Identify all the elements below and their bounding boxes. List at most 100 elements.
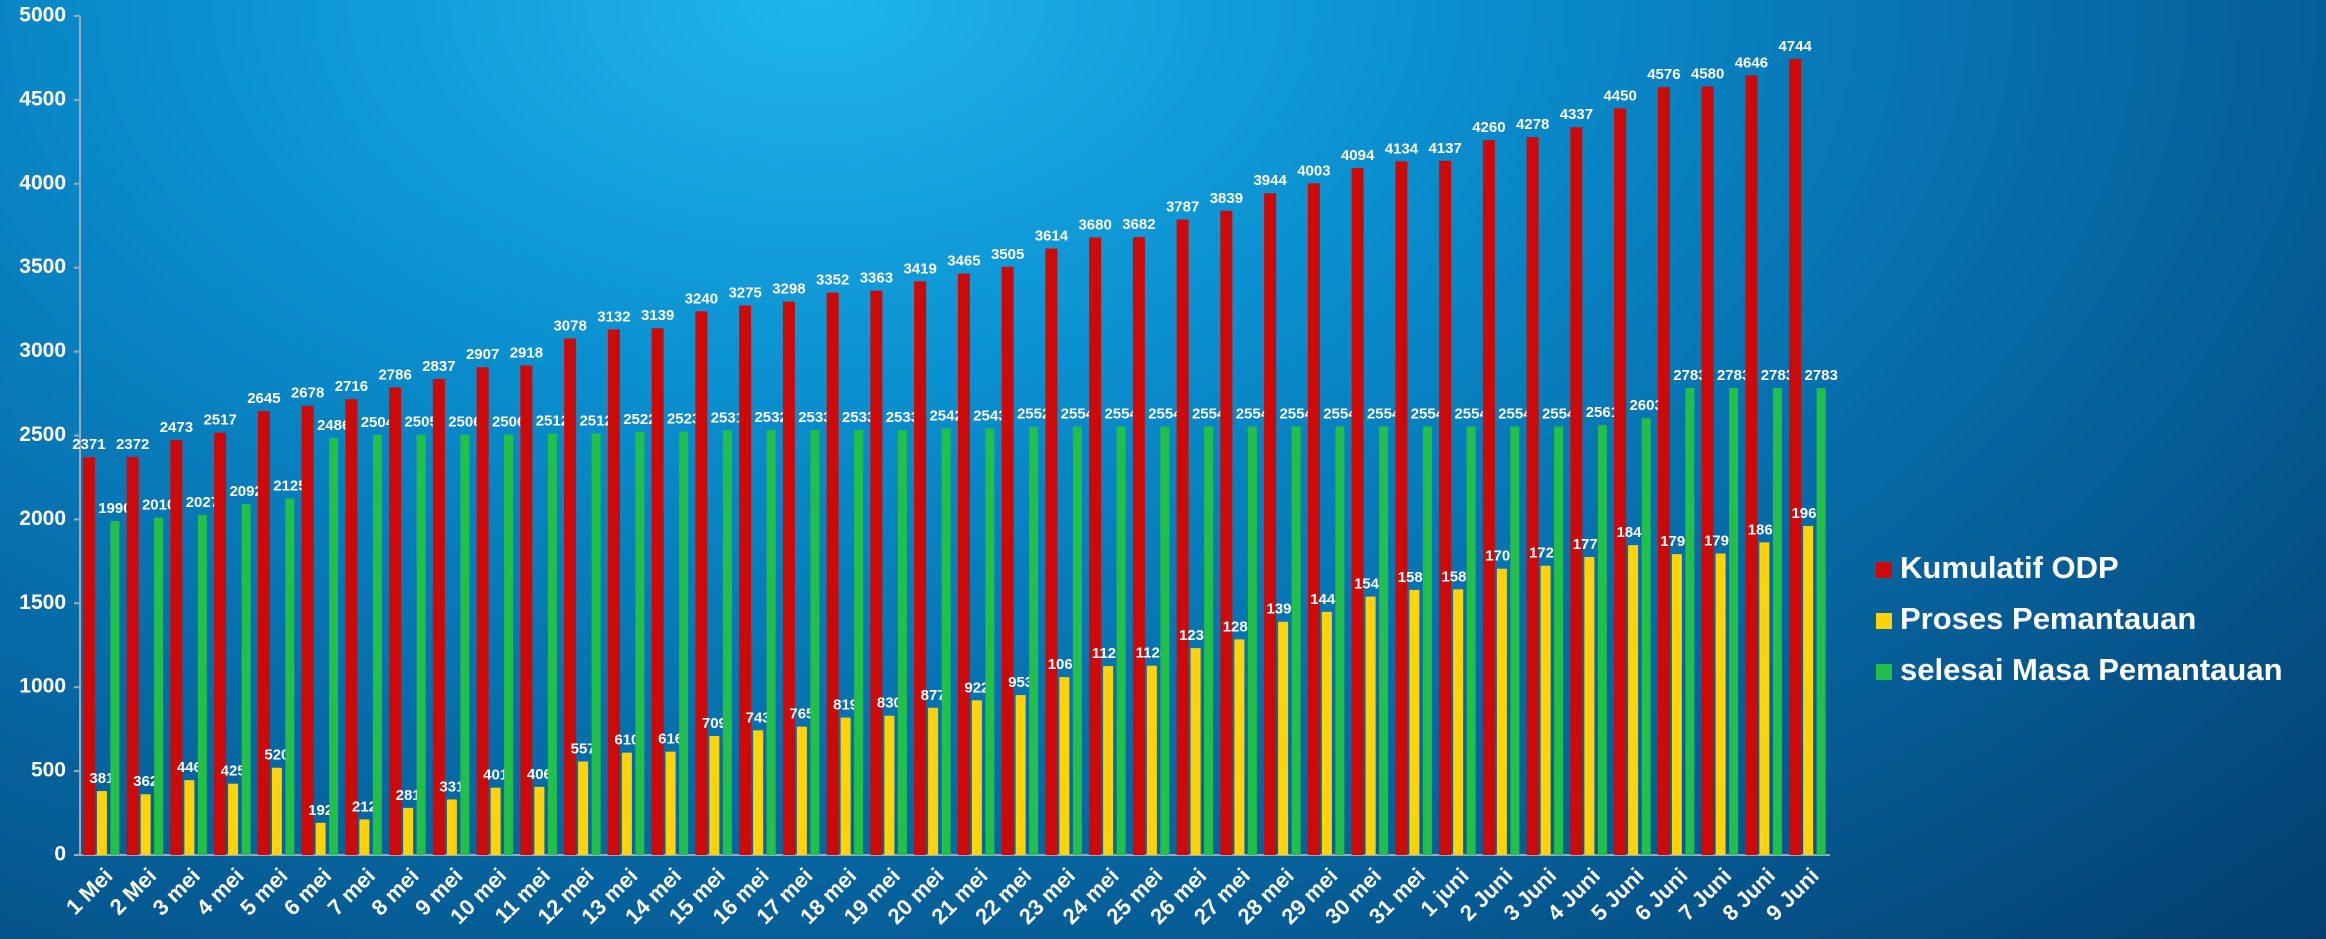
bar: [810, 429, 820, 855]
value-label: 2554: [1323, 405, 1357, 422]
value-label: 2506: [492, 413, 525, 430]
value-label: 2522: [623, 411, 656, 428]
value-label: 2783: [1717, 367, 1750, 384]
value-label: 2783: [1804, 367, 1837, 384]
value-label: 557: [571, 741, 596, 758]
bar: [1029, 426, 1039, 855]
value-label: 2552: [1017, 406, 1050, 423]
value-label: 3839: [1210, 190, 1243, 207]
bar: [1671, 554, 1682, 855]
bar: [1789, 58, 1802, 856]
bar: [285, 498, 295, 855]
value-label: 425: [221, 763, 246, 780]
x-tick-label: 5 mei: [235, 863, 292, 920]
bar: [870, 290, 883, 855]
bar: [197, 514, 207, 855]
bar: [1379, 426, 1389, 855]
bar: [1422, 426, 1432, 855]
value-label: 3419: [903, 260, 936, 277]
value-label: 2010: [142, 497, 175, 514]
bar: [1365, 596, 1376, 855]
legend-label: Proses Pemantauan: [1900, 601, 2196, 636]
value-label: 819: [833, 697, 858, 714]
value-label: 1060: [1048, 656, 1081, 673]
bar: [591, 433, 601, 855]
legend-label: Kumulatif ODP: [1900, 550, 2119, 585]
bar: [1264, 193, 1277, 856]
value-label: 3787: [1166, 199, 1199, 216]
bar: [1482, 140, 1495, 855]
bar: [154, 517, 164, 855]
value-label: 1863: [1748, 521, 1781, 538]
value-label: 743: [746, 709, 771, 726]
bar: [416, 434, 426, 855]
value-label: 4134: [1385, 140, 1419, 157]
value-label: 1126: [1092, 645, 1125, 662]
value-label: 2542: [929, 407, 962, 424]
value-label: 1706: [1485, 548, 1518, 565]
bar: [345, 399, 358, 855]
y-tick-label: 4000: [19, 171, 66, 194]
bar: [709, 736, 720, 855]
bar: [739, 305, 752, 856]
bar: [766, 430, 776, 855]
bar: [1510, 426, 1520, 855]
bar: [547, 433, 557, 855]
bar: [564, 338, 577, 855]
value-label: 2783: [1673, 367, 1706, 384]
bar: [1759, 542, 1770, 855]
value-label: 3465: [947, 253, 980, 270]
value-label: 2533: [842, 409, 875, 426]
bar: [897, 429, 907, 855]
bar: [1554, 426, 1564, 855]
y-tick-label: 4500: [19, 87, 66, 110]
y-tick-label: 2500: [19, 423, 66, 446]
x-tick-label: 6 mei: [279, 863, 336, 920]
value-label: 2372: [116, 436, 149, 453]
y-tick-label: 5000: [19, 4, 66, 27]
bar: [1628, 545, 1639, 855]
bar: [1453, 589, 1464, 855]
bar: [1176, 219, 1189, 856]
value-label: 212: [352, 798, 377, 815]
x-tick-label: 8 mei: [366, 863, 423, 920]
bar: [753, 730, 764, 855]
value-label: 192: [308, 802, 333, 819]
bar: [271, 767, 282, 855]
value-label: 2554: [1236, 405, 1270, 422]
value-label: 381: [89, 770, 114, 787]
bar: [1059, 677, 1070, 855]
y-tick-label: 1500: [19, 591, 66, 614]
bar: [1146, 665, 1157, 855]
bar: [228, 783, 239, 855]
bar: [96, 791, 107, 855]
value-label: 4337: [1560, 106, 1593, 123]
bar: [432, 378, 445, 855]
value-label: 2554: [1148, 405, 1182, 422]
bar: [1220, 210, 1233, 855]
bar: [1614, 108, 1627, 856]
value-label: 1583: [1441, 568, 1474, 585]
value-label: 3505: [991, 246, 1024, 263]
bar: [1089, 237, 1102, 856]
bar: [389, 387, 402, 855]
value-label: 2554: [1454, 405, 1488, 422]
bar: [1729, 388, 1739, 855]
bar: [1816, 388, 1826, 855]
value-label: 3614: [1035, 228, 1069, 245]
bar: [520, 365, 533, 855]
bar: [1307, 183, 1320, 855]
bar: [695, 311, 708, 855]
value-label: 406: [527, 766, 552, 783]
x-tick-label: 7 mei: [323, 863, 380, 920]
bar: [82, 457, 95, 855]
bar: [578, 761, 589, 855]
bar: [621, 752, 632, 855]
bar: [928, 707, 939, 855]
bar: [257, 411, 270, 855]
bar: [854, 429, 864, 855]
bar: [359, 819, 370, 855]
value-label: 1449: [1310, 591, 1343, 608]
value-label: 2554: [1192, 405, 1226, 422]
